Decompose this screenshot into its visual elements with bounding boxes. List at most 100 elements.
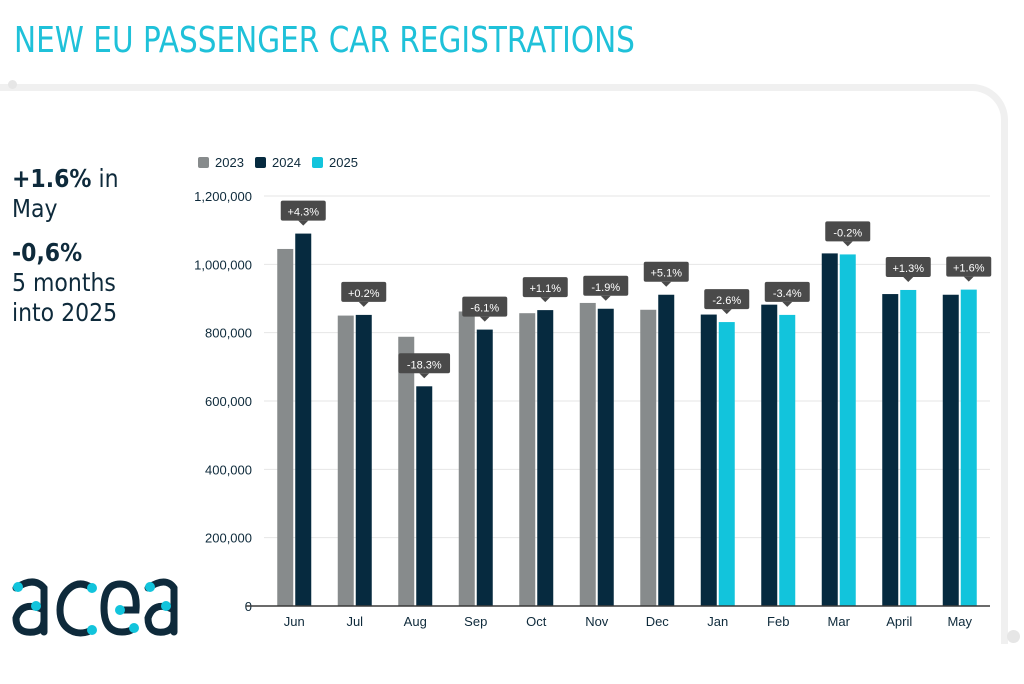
y-tick-label: 1,000,000 [194, 257, 252, 272]
callout-label: +1.3% [893, 263, 925, 275]
change-callout: -3.4% [764, 281, 810, 307]
x-tick-label: Jun [284, 614, 305, 629]
change-callout: +1.6% [946, 256, 992, 282]
bar-2025-April [900, 289, 917, 606]
callout-label: +4.3% [288, 207, 320, 219]
x-tick-label: May [947, 614, 972, 629]
bar-2024-Jan [700, 314, 717, 606]
change-callout: +4.3% [280, 200, 326, 226]
x-tick-label: Jul [346, 614, 363, 629]
callout-pointer [298, 220, 309, 226]
callout-label: -18.3% [407, 359, 442, 371]
bar-2024-Jun [295, 233, 312, 607]
callout-pointer [661, 281, 672, 287]
callout-label: +0.2% [348, 288, 380, 300]
may-change: +1.6% [12, 164, 92, 193]
ytd-label-2: into 2025 [12, 298, 118, 327]
bar-2023-Aug [398, 336, 415, 606]
callout-box [946, 256, 992, 277]
x-tick-label: Aug [404, 614, 427, 629]
bar-2024-Mar [821, 253, 838, 606]
ytd-change: -0,6% [12, 238, 83, 267]
bar-2025-Mar [839, 254, 856, 607]
callout-box [341, 281, 387, 302]
callout-pointer [600, 295, 611, 301]
change-callout: +5.1% [643, 261, 689, 287]
change-callout: +1.1% [522, 277, 568, 303]
bar-2023-Nov [579, 302, 596, 606]
callout-box [704, 289, 750, 310]
y-axis-ticks: 0200,000400,000600,000800,0001,000,0001,… [194, 189, 252, 614]
callout-pointer [963, 276, 974, 282]
bar-2025-Feb [779, 314, 796, 606]
callout-box [398, 353, 451, 374]
frame-start-dot [8, 80, 17, 89]
change-callout: -6.1% [462, 296, 508, 322]
y-tick-label: 400,000 [205, 462, 252, 477]
legend-swatch-2023 [198, 157, 209, 168]
page-title: NEW EU PASSENGER CAR REGISTRATIONS [14, 20, 635, 61]
bar-2023-Jul [337, 315, 354, 606]
callout-box [462, 296, 508, 317]
bar-2025-May [960, 289, 977, 606]
callout-label: +1.6% [953, 263, 985, 275]
bar-2023-Oct [519, 313, 536, 606]
acea-logo-icon [8, 574, 178, 649]
x-tick-label: Sep [464, 614, 487, 629]
legend-swatch-2024 [255, 157, 266, 168]
bar-2024-Aug [416, 386, 433, 606]
bar-2024-Jul [355, 314, 372, 606]
callout-pointer [419, 373, 430, 379]
change-callouts: +4.3% +0.2% -18.3% -6.1% +1.1% -1.9% +5.1% -2.6… [280, 200, 992, 379]
x-axis-ticks: Jun Jul Aug Sep Oct Nov Dec Jan Feb Mar April May [284, 614, 973, 629]
y-tick-label: 1,200,000 [194, 189, 252, 204]
callout-label: -0.2% [833, 227, 862, 239]
change-callout: -0.2% [825, 221, 871, 247]
callout-pointer [842, 241, 853, 247]
y-tick-label: 600,000 [205, 394, 252, 409]
callout-box [280, 200, 326, 221]
frame-end-dot [1007, 630, 1020, 643]
callout-box [825, 221, 871, 242]
legend-label-2025: 2025 [329, 155, 358, 170]
callout-pointer [540, 297, 551, 303]
bar-2023-Dec [640, 309, 657, 606]
callout-box [764, 281, 810, 302]
bar-2023-Sep [458, 311, 475, 606]
y-tick-label: 200,000 [205, 531, 252, 546]
x-tick-label: Mar [828, 614, 851, 629]
callout-pointer [782, 301, 793, 307]
callout-label: -6.1% [470, 303, 499, 315]
change-callout: +1.3% [885, 256, 931, 282]
legend-swatch-2025 [312, 157, 323, 168]
change-callout: -2.6% [704, 289, 750, 315]
bar-2024-Oct [537, 310, 554, 606]
y-tick-label: 800,000 [205, 326, 252, 341]
x-tick-label: Nov [585, 614, 609, 629]
callout-box [643, 261, 689, 282]
callout-pointer [479, 316, 490, 322]
change-callout: +0.2% [341, 281, 387, 307]
callout-label: +1.1% [530, 283, 562, 295]
callout-box [885, 256, 931, 277]
callout-label: -2.6% [712, 295, 741, 307]
x-tick-label: Dec [646, 614, 670, 629]
x-tick-label: Jan [707, 614, 728, 629]
may-highlight: +1.6% in [12, 164, 119, 194]
x-tick-label: April [886, 614, 912, 629]
highlights-panel: +1.6% in May -0,6% 5 months into 2025 [12, 164, 133, 328]
card-frame [0, 84, 1008, 644]
legend: 2023 2024 2025 [198, 155, 358, 170]
change-callout: -1.9% [583, 275, 629, 301]
x-tick-label: Oct [526, 614, 547, 629]
callout-label: +5.1% [651, 268, 683, 280]
bar-2023-Jun [277, 248, 294, 607]
callout-label: -1.9% [591, 282, 620, 294]
bar-2025-Jan [718, 322, 735, 606]
gridlines [264, 195, 990, 539]
bar-2024-Sep [476, 329, 493, 606]
bar-2024-April [882, 294, 899, 606]
may-suffix: in [91, 164, 119, 193]
callout-box [583, 275, 629, 296]
callout-pointer [358, 301, 369, 307]
